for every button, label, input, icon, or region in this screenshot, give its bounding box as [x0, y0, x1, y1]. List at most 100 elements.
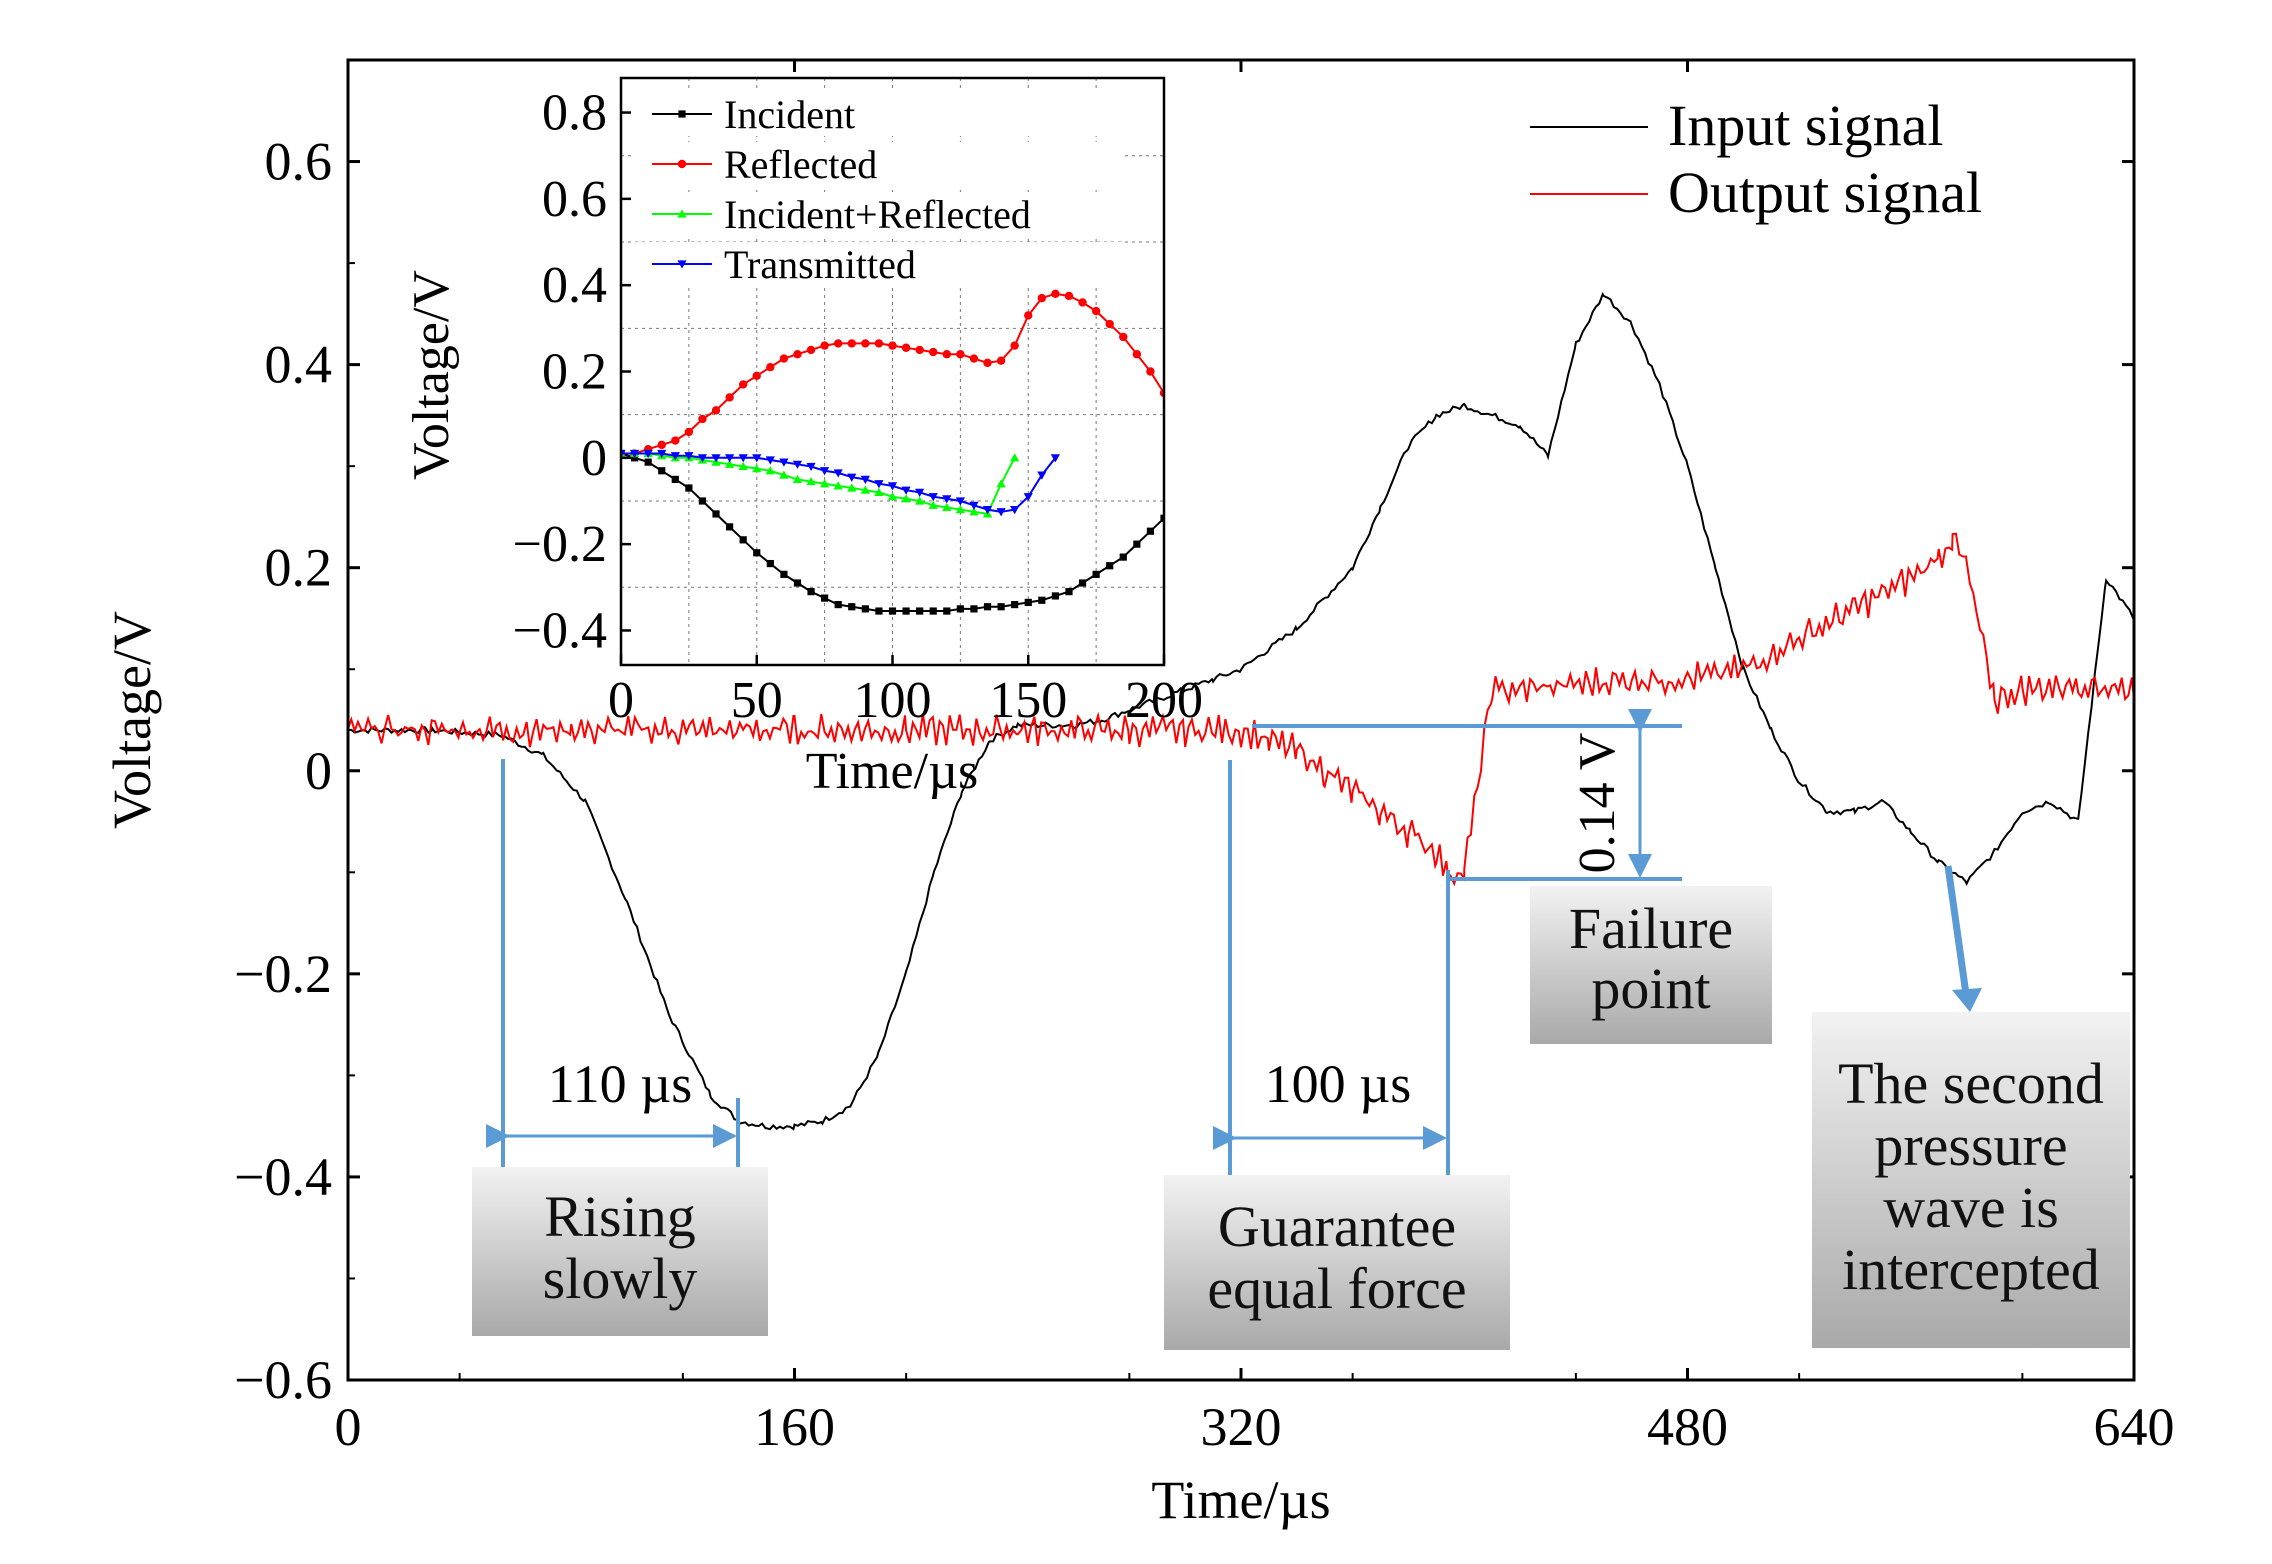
series-reflected-point — [1119, 332, 1128, 342]
series-reflected-point — [983, 358, 992, 368]
series-transmitted-point — [915, 488, 925, 497]
main-x-tick-label: 320 — [1201, 1397, 1282, 1457]
series-reflected-point — [1132, 350, 1142, 359]
series-reflected-point — [1037, 293, 1047, 303]
series-reflected-point — [1146, 367, 1155, 376]
inset-x-tick-label: 0 — [608, 672, 634, 729]
series-incident-point — [970, 605, 978, 613]
series-input-signal — [348, 291, 2134, 1131]
series-transmitted-point — [779, 458, 789, 467]
series-transmitted-point — [629, 449, 640, 459]
series-transmitted-point — [1037, 471, 1047, 480]
inset-y-tick-label: −0.2 — [513, 516, 607, 573]
series-transmitted-point — [806, 462, 816, 472]
box-second-wave-text: The second pressure wave is intercepted — [1838, 1051, 2104, 1302]
series-incident-reflected-point — [969, 507, 979, 516]
inset-legend-bg — [634, 192, 1124, 236]
series-transmitted-point — [752, 454, 762, 463]
inset-legend-bg — [634, 92, 1124, 136]
series-incident-point — [671, 475, 679, 484]
series-transmitted-point — [765, 456, 775, 465]
series-incident-point — [1065, 588, 1073, 596]
series-incident-point — [685, 484, 693, 492]
series-transmitted-point — [996, 508, 1006, 517]
series-incident-point — [956, 605, 964, 613]
series-incident-point — [1106, 562, 1114, 570]
series-reflected-point — [1105, 319, 1114, 329]
series-incident-reflected-point — [1010, 453, 1020, 462]
series-reflected-point — [657, 440, 666, 450]
series-reflected-point — [752, 371, 761, 381]
series-incident-reflected-point — [806, 476, 816, 486]
series-reflected-point — [711, 406, 721, 415]
main-y-tick-label: −0.6 — [234, 1350, 332, 1410]
series-reflected-point — [901, 343, 911, 352]
main-y-tick-label: 0.6 — [265, 132, 333, 192]
annotations: 110 µs 100 µs 0.14 V Rising slowly Guaran… — [472, 709, 2130, 1350]
series-reflected-point — [1078, 298, 1087, 307]
series-transmitted-point — [792, 460, 803, 469]
series-reflected-point — [969, 354, 979, 363]
series-incident-point — [1024, 598, 1032, 607]
main-x-tick-label: 480 — [1647, 1397, 1728, 1457]
inset-y-tick-label: 0.8 — [542, 85, 607, 142]
box-second-wave: The second pressure wave is intercepted — [1812, 1012, 2130, 1348]
series-incident-reflected-point — [779, 470, 789, 479]
series-incident-reflected-point — [915, 496, 925, 505]
series-reflected-point — [779, 354, 789, 363]
main-y-tick-label: 0.4 — [265, 335, 333, 395]
series-reflected-point — [888, 341, 897, 350]
series-transmitted-point — [901, 486, 911, 495]
series-reflected-point — [1064, 291, 1074, 301]
series-reflected-point — [861, 339, 870, 348]
second-wave-arrowhead — [1952, 988, 1982, 1012]
inset-x-axis-label: Time/µs — [806, 743, 979, 800]
series-incident-point — [698, 497, 707, 505]
series-reflected-point — [1091, 306, 1101, 316]
series-incident-point — [902, 607, 910, 615]
inset-x-tick-label: 200 — [1125, 672, 1203, 729]
series-incident-point — [916, 607, 924, 615]
series-incident-point — [943, 607, 951, 615]
series-reflected-point — [766, 362, 775, 372]
inset-legend-marker — [678, 110, 686, 118]
series-incident-point — [766, 559, 774, 568]
series-incident-point — [1011, 600, 1019, 609]
box-failure-point: Failure point — [1530, 886, 1772, 1044]
main-y-tick-label: −0.2 — [234, 944, 332, 1004]
series-incident-point — [1078, 579, 1087, 587]
series-incident-point — [753, 549, 761, 557]
series-incident-point — [821, 594, 829, 602]
box-guarantee-text: Guarantee equal force — [1207, 1194, 1466, 1321]
series-incident-reflected-point — [752, 464, 762, 473]
series-reflected-point — [996, 356, 1006, 365]
series-reflected-point — [1024, 311, 1033, 320]
series-reflected-point — [671, 436, 680, 445]
series-incident-point — [848, 603, 856, 611]
inset-plot: 0 50 100 150 200 −0.4 −0.2 0 0.2 0.4 0.6 0.8 Time/µ… — [403, 76, 1203, 800]
series-incident-point — [1160, 514, 1164, 522]
series-incident-point — [1146, 527, 1155, 535]
series-incident-point — [712, 510, 720, 518]
series-transmitted-point — [697, 454, 708, 463]
box-rising-slowly: Rising slowly — [472, 1167, 768, 1336]
series-transmitted-point — [711, 454, 721, 463]
inset-axes-ticks: 0 50 100 150 200 −0.4 −0.2 0 0.2 0.4 0.6 0.8 — [513, 85, 1203, 729]
series-transmitted-point — [860, 475, 870, 485]
series-transmitted-point — [847, 473, 857, 482]
series-reflected-point — [806, 345, 816, 355]
inset-x-tick-label: 100 — [854, 672, 932, 729]
inset-y-tick-label: 0.2 — [542, 344, 607, 401]
series-transmitted-point — [725, 454, 735, 463]
series-transmitted-point — [820, 467, 830, 476]
inset-legend-marker — [677, 260, 687, 269]
series-incident-reflected-point — [725, 459, 735, 468]
series-incident-point — [658, 467, 666, 475]
series-transmitted-point — [887, 482, 898, 491]
series-incident-reflected-point — [765, 466, 775, 475]
inset-legend-label: Incident+Reflected — [724, 192, 1031, 237]
series-transmitted-point — [874, 480, 884, 489]
series-transmitted-point — [1023, 493, 1033, 502]
main-legend: Input signal Output signal — [1530, 93, 1982, 225]
